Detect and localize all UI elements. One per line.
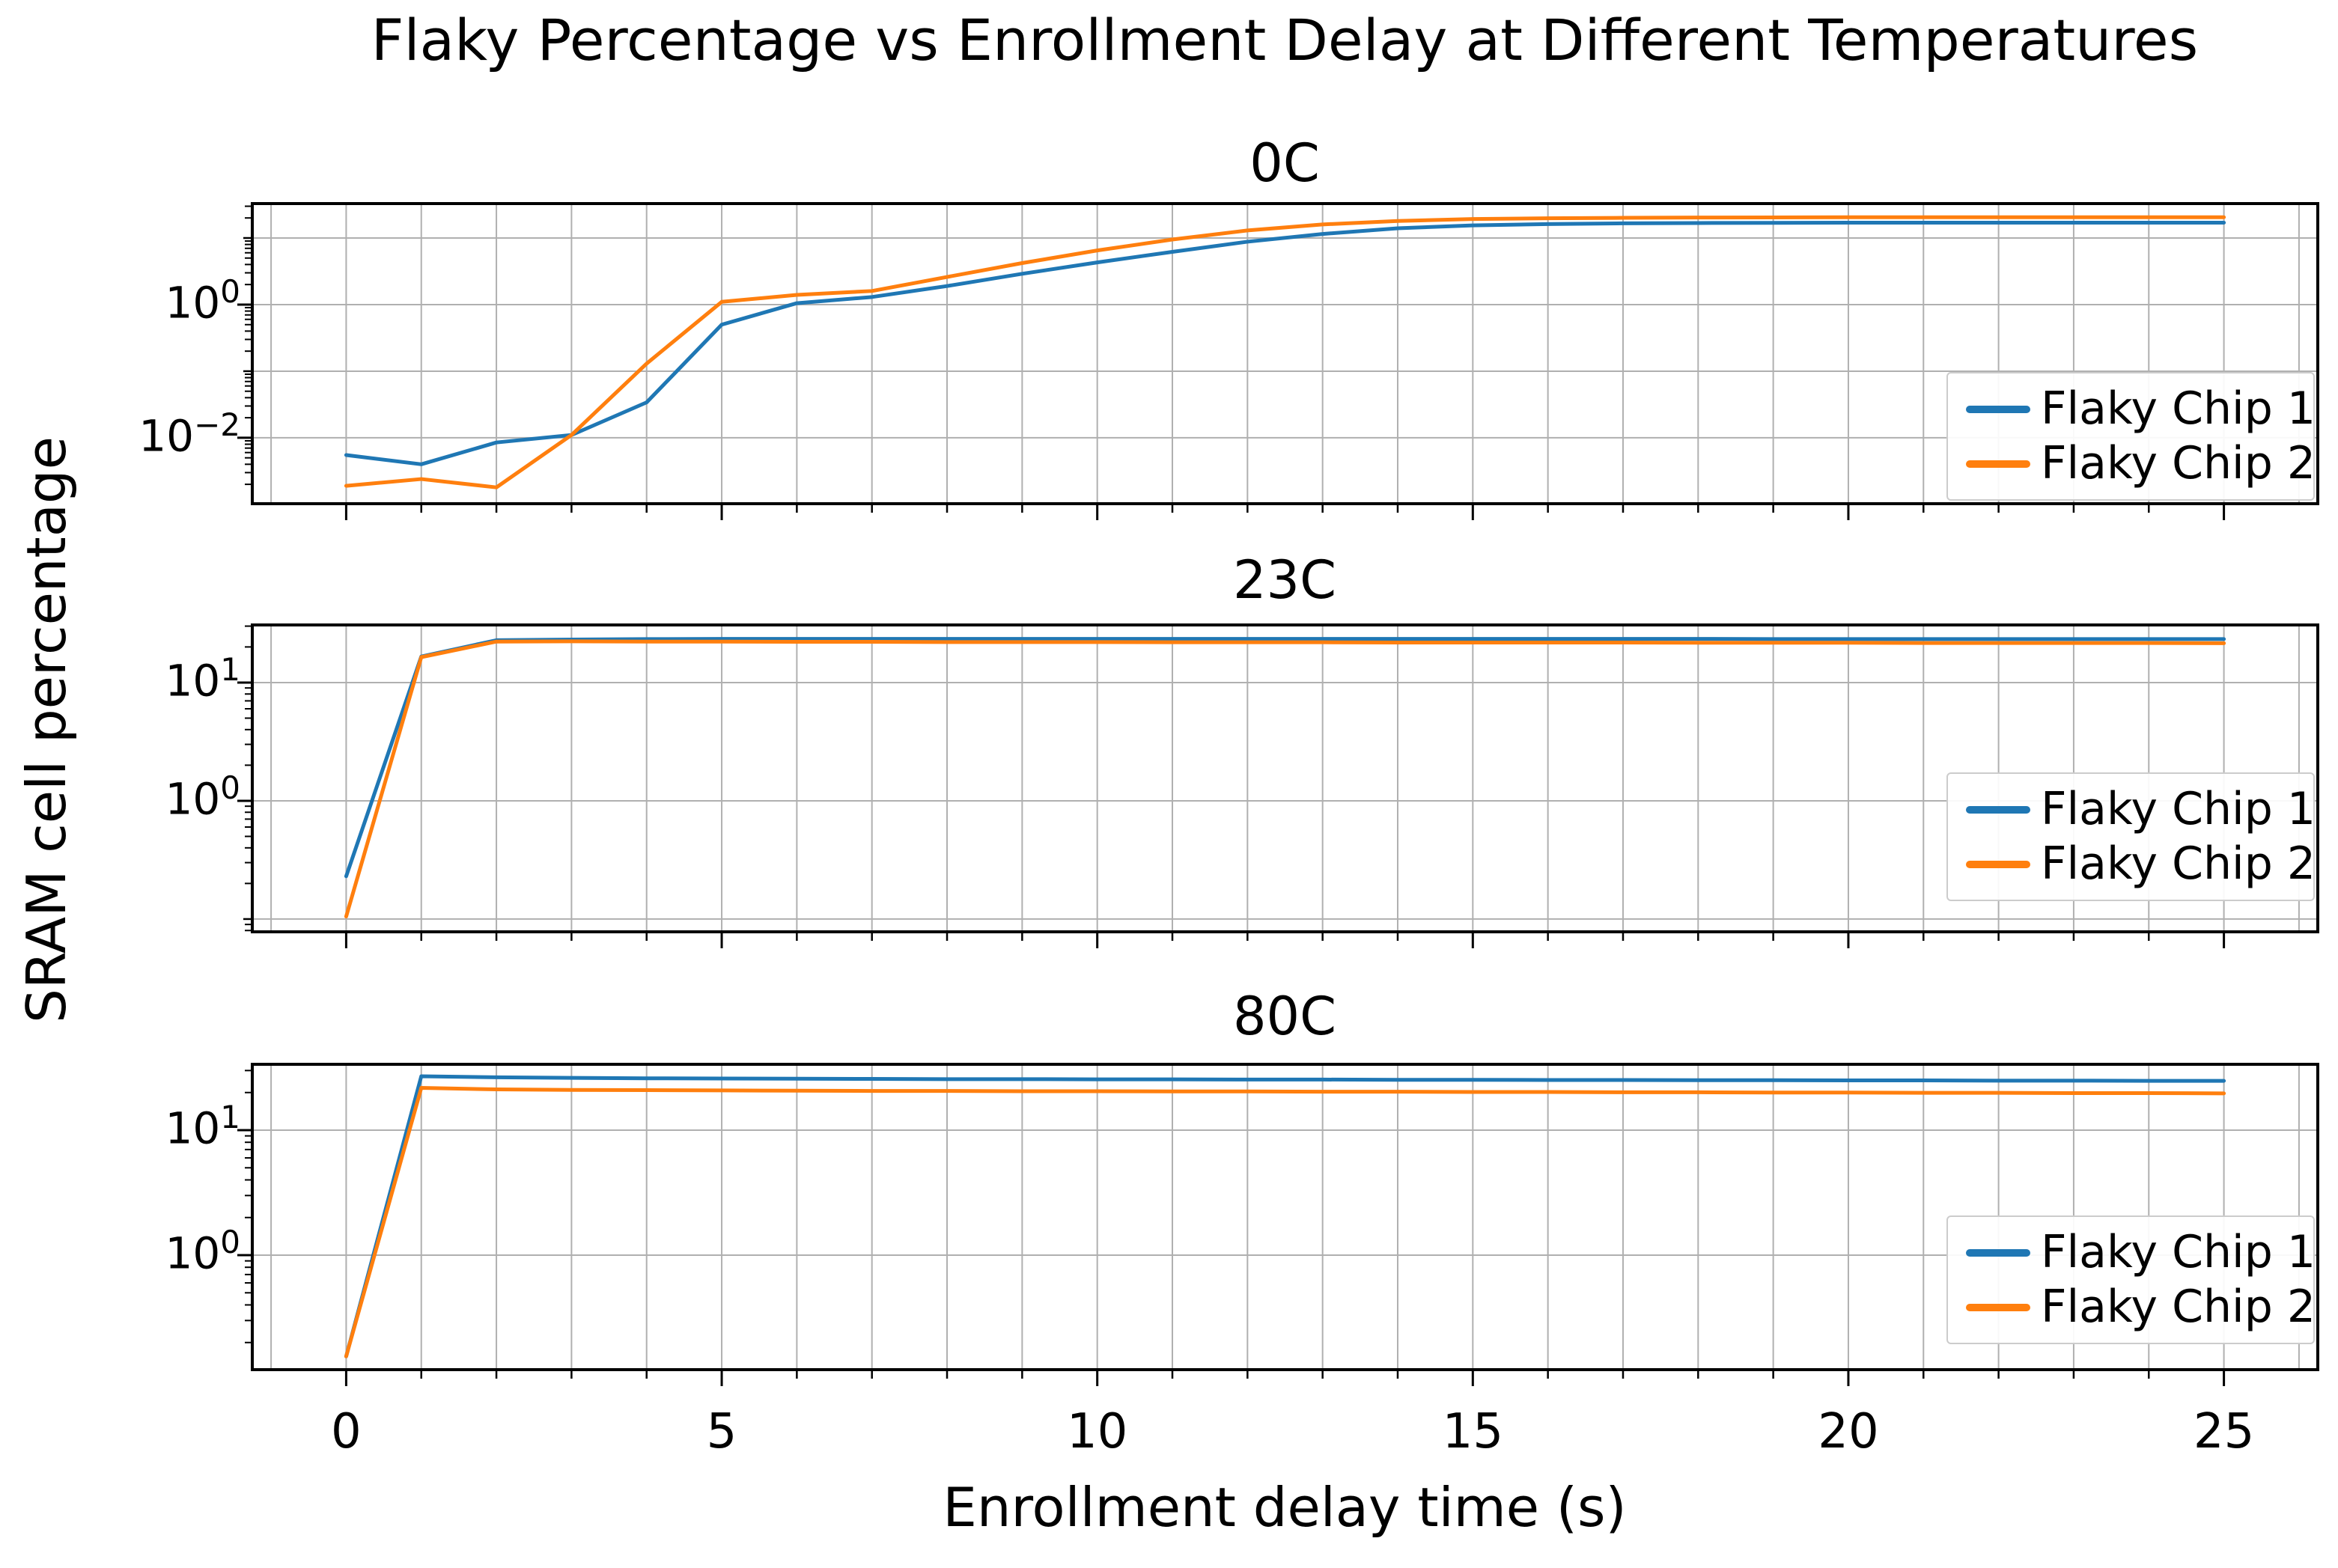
figure-title: Flaky Percentage vs Enrollment Delay at … [371,7,2199,73]
subplot-1-legend: Flaky Chip 1 Flaky Chip 2 [1946,772,2316,901]
subplot-2-y-tick-label: 100 [165,1223,240,1279]
subplot-0-legend: Flaky Chip 1 Flaky Chip 2 [1946,372,2316,501]
subplot-0-x-grid [270,204,2300,504]
legend-row: Flaky Chip 1 [1966,1229,2316,1276]
subplot-1-spines [251,623,2319,933]
subplot-title-0c: 0C [1249,132,1320,194]
legend-row: Flaky Chip 1 [1966,786,2316,833]
legend-line-sample-chip1 [1966,405,2030,413]
x-tick-label: 0 [331,1404,362,1459]
subplot-title-80c: 80C [1233,986,1336,1047]
x-tick-label: 15 [1442,1404,1504,1459]
subplot-2-legend: Flaky Chip 1 Flaky Chip 2 [1946,1215,2316,1344]
x-tick-label: 10 [1066,1404,1128,1459]
legend-label: Flaky Chip 2 [2041,1281,2316,1333]
legend-label: Flaky Chip 1 [2041,783,2316,835]
legend-line-sample-chip1 [1966,1248,2030,1257]
legend-label: Flaky Chip 1 [2041,1226,2316,1278]
x-tick-label: 25 [2193,1404,2255,1459]
subplot-2-series-1-line [344,1085,2226,1358]
legend-line-sample-chip2 [1966,460,2030,468]
subplot-2-x-ticks [344,1370,2226,1386]
subplot-1-series-0-line [344,637,2226,879]
subplot-0-series-0-line [344,220,2226,466]
legend-label: Flaky Chip 2 [2041,437,2316,489]
legend-line-sample-chip1 [1966,805,2030,814]
subplot-title-23c: 23C [1233,549,1336,611]
subplot-2-y-ticks [237,1070,252,1343]
subplot-0-x-ticks [344,504,2226,520]
subplot-1-y-ticks [237,625,252,932]
subplot-1-y-tick-label: 101 [165,650,240,707]
legend-row: Flaky Chip 1 [1966,385,2316,433]
legend-line-sample-chip2 [1966,860,2030,868]
subplot-2-series-0-line [344,1074,2226,1358]
subplot-1-series-1-line [344,639,2226,919]
subplot-0-spines [251,202,2319,505]
subplot-1-x-ticks [344,932,2226,948]
x-tick-label: 5 [706,1404,737,1459]
y-axis-label: SRAM cell percentage [15,436,78,1023]
x-axis-label: Enrollment delay time (s) [943,1476,1627,1539]
legend-row: Flaky Chip 2 [1966,841,2316,888]
legend-row: Flaky Chip 2 [1966,1284,2316,1331]
subplot-0-y-tick-label: 10−2 [138,406,240,462]
subplot-1-y-tick-label: 100 [165,769,240,825]
subplot-2-y-tick-label: 101 [165,1098,240,1154]
legend-label: Flaky Chip 2 [2041,838,2316,890]
legend-label: Flaky Chip 1 [2041,382,2316,435]
x-tick-label: 20 [1818,1404,1879,1459]
subplot-0-series-1-line [344,215,2226,489]
subplot-0-y-tick-label: 100 [165,272,240,329]
subplot-0-y-ticks [237,205,252,486]
subplot-2-x-grid [270,1064,2300,1370]
legend-row: Flaky Chip 2 [1966,440,2316,487]
legend-line-sample-chip2 [1966,1303,2030,1311]
